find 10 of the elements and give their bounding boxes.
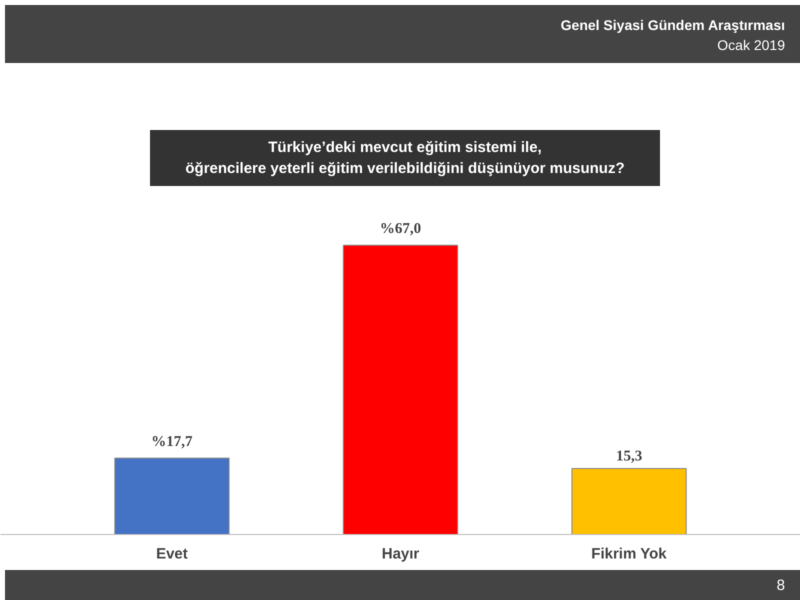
data-label: 15,3 — [616, 448, 642, 464]
text: Ocak 2019 — [716, 36, 785, 55]
chart-subtitle: Genel Siyasi Gündem Araştırması — [560, 16, 785, 35]
text: 8 — [5, 570, 800, 600]
chart-title: Türkiye’deki mevcut eğitim sistemi ile, öğrencilere yeterli eğitim verilebildiğini düşünüyor musunuz? — [150, 130, 660, 186]
data-label: %17,7 — [151, 434, 194, 450]
data-label: %67,0 — [380, 221, 422, 238]
x-tick-label: Hayır — [382, 546, 420, 562]
x-tick-label: Evet — [156, 546, 188, 562]
x-tick-label: Fikrim Yok — [591, 546, 668, 562]
